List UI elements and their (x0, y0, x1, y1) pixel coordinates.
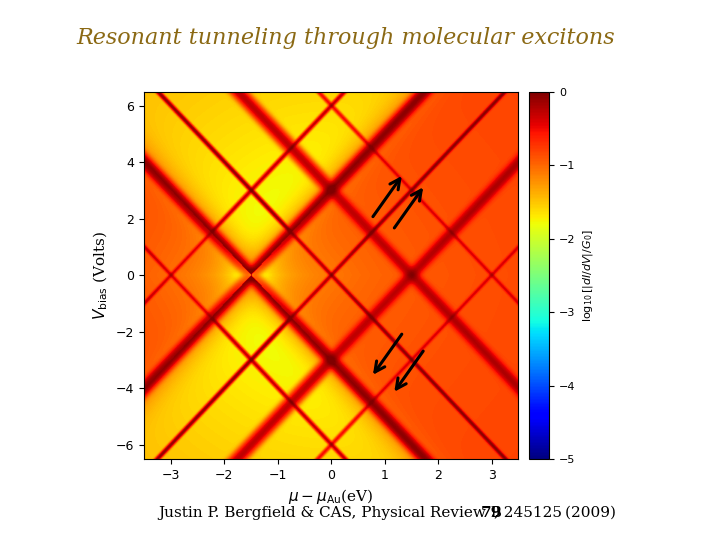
Text: 79: 79 (481, 506, 503, 520)
Text: , 245125 (2009): , 245125 (2009) (494, 506, 616, 520)
Text: Resonant tunneling through molecular excitons: Resonant tunneling through molecular exc… (76, 27, 615, 49)
Y-axis label: $V_\mathrm{bias}$ (Volts): $V_\mathrm{bias}$ (Volts) (92, 231, 110, 320)
Y-axis label: $\log_{10}[|dI/dV|/G_0]$: $\log_{10}[|dI/dV|/G_0]$ (581, 229, 595, 322)
Text: Justin P. Bergfield & CAS, Physical Review B: Justin P. Bergfield & CAS, Physical Revi… (158, 506, 505, 520)
X-axis label: $\mu - \mu_\mathrm{Au}$(eV): $\mu - \mu_\mathrm{Au}$(eV) (289, 487, 374, 507)
